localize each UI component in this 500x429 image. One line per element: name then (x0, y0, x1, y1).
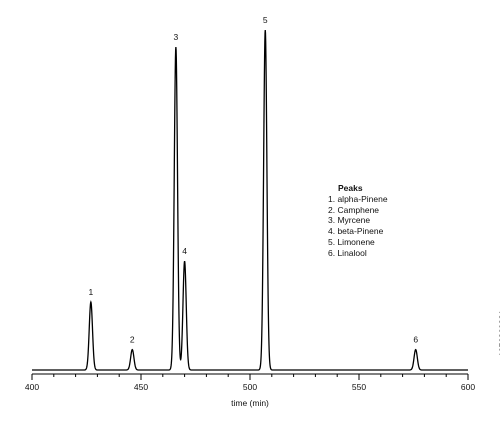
peak-label: 5 (263, 15, 268, 25)
legend-title: Peaks (338, 183, 363, 193)
x-axis-label: time (min) (231, 398, 269, 408)
peak-label: 1 (88, 287, 93, 297)
legend-entry: 1. alpha-Pinene (328, 193, 388, 204)
x-tick-label: 500 (243, 382, 257, 392)
x-tick-label: 400 (25, 382, 39, 392)
x-axis: 400 450 500 550 600 (25, 373, 475, 392)
peak-label: 2 (130, 335, 135, 345)
legend: Peaks 1. alpha-Pinene 2. Camphene 3. Myr… (328, 183, 388, 259)
chromatogram-trace (32, 29, 468, 371)
peak-label: 6 (413, 335, 418, 345)
x-tick-label: 550 (352, 382, 366, 392)
peak-labels: 1 2 3 4 5 6 (88, 15, 418, 345)
legend-entry: 2. Camphene (328, 204, 380, 215)
x-tick-label: 450 (134, 382, 148, 392)
legend-entry: 5. Limonene (328, 236, 375, 247)
legend-entry: 6. Linalool (328, 247, 367, 258)
peak-label: 3 (174, 32, 179, 42)
x-tick-label: 600 (461, 382, 475, 392)
legend-entry: 3. Myrcene (328, 215, 371, 226)
peak-label: 4 (182, 246, 187, 256)
legend-entry: 4. beta-Pinene (328, 226, 384, 237)
